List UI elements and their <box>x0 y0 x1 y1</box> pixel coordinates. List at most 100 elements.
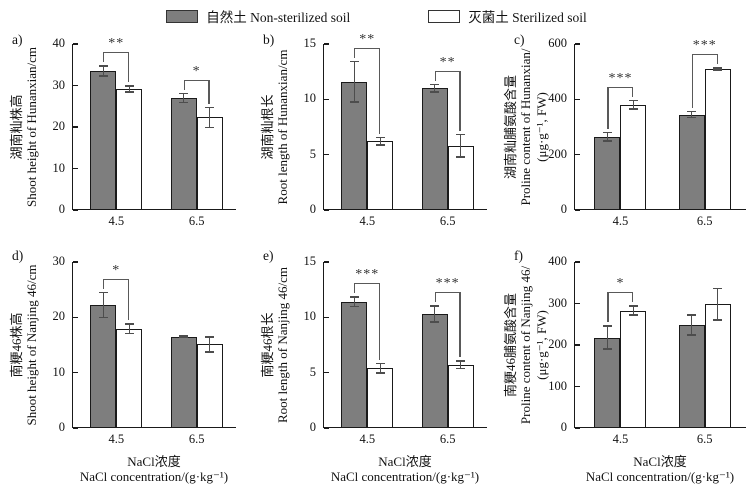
error-bar-non-sterilized <box>182 92 185 104</box>
bar-non-sterilized <box>594 136 621 210</box>
y-tick <box>575 344 580 346</box>
bar-sterilized <box>196 344 223 428</box>
bar-non-sterilized <box>678 114 705 210</box>
error-bar-non-sterilized-cap <box>687 334 697 336</box>
y-axis-title-line: Proline content of Nanjing 46/ <box>518 265 534 425</box>
legend-label-non-sterilized: 自然土 Non-sterilized soil <box>206 10 351 25</box>
y-tick-label: 20 <box>52 119 66 133</box>
bar-sterilized <box>116 88 143 210</box>
y-tick <box>73 261 78 263</box>
y-tick-label: 400 <box>548 91 567 106</box>
y-tick <box>324 316 329 318</box>
error-bar-non-sterilized-cap <box>349 305 359 308</box>
y-tick <box>324 154 329 156</box>
error-bar-non-sterilized-cap <box>430 321 440 323</box>
plot-axes <box>323 44 487 210</box>
error-bar-non-sterilized-cap <box>687 110 697 113</box>
error-bar-non-sterilized-cap <box>687 116 697 119</box>
y-tick-label: 0 <box>309 420 316 434</box>
significance-label: * <box>616 276 625 292</box>
bar-sterilized <box>367 368 394 428</box>
error-bar-sterilized <box>208 106 211 129</box>
error-bar-non-sterilized-cap <box>179 101 189 104</box>
error-bar-sterilized-cap <box>205 106 215 109</box>
y-axis-title-line: 湖南籼株高 <box>8 94 24 160</box>
y-tick-label: 30 <box>52 77 66 92</box>
significance-label: *** <box>435 276 460 292</box>
panel-c: c) 湖南籼脯氨酸含量 Proline content of Hunanxian/(… <box>502 28 753 230</box>
y-tick <box>324 43 329 45</box>
error-bar-non-sterilized <box>433 83 436 93</box>
error-bar-sterilized-cap <box>124 323 134 325</box>
bar-non-sterilized <box>90 70 117 210</box>
y-tick <box>73 84 78 87</box>
y-tick <box>73 316 78 318</box>
y-tick <box>575 261 580 263</box>
x-axis-title-en: NaCl concentration/(g·kg⁻¹) <box>330 469 480 484</box>
y-axis-title-line: 湖南籼脯氨酸含量 <box>503 75 518 180</box>
y-tick-label: 10 <box>52 160 66 175</box>
error-bar-sterilized <box>632 99 635 110</box>
bar-sterilized <box>367 141 394 210</box>
sig-bracket <box>103 52 130 54</box>
bar-sterilized <box>704 304 731 428</box>
panel-d: d) 南粳46株高 Shoot height of Nanjing 46/cm 0 10… <box>0 230 251 488</box>
y-tick-label: 10 <box>52 364 66 379</box>
error-bar-non-sterilized-cap <box>687 314 697 316</box>
error-bar-sterilized <box>208 336 211 353</box>
sig-bracket <box>434 70 461 73</box>
x-tick-label: 6.5 <box>696 214 713 228</box>
panel-a: a) 湖南籼株高 Shoot height of Hunanxian/cm 0 10 20… <box>0 28 251 230</box>
y-tick <box>73 167 78 170</box>
y-tick-label: 200 <box>548 337 567 351</box>
bar-non-sterilized <box>170 336 197 428</box>
y-tick-label: 600 <box>548 36 567 50</box>
significance-label: * <box>192 63 201 79</box>
error-bar-sterilized <box>379 136 382 146</box>
panel-label-b: b) <box>263 32 275 47</box>
error-bar-sterilized-cap <box>456 367 466 370</box>
sig-bracket <box>103 278 105 289</box>
error-bar-sterilized-cap <box>375 144 385 146</box>
y-tick <box>575 209 580 211</box>
error-bar-sterilized-cap <box>628 108 638 110</box>
sig-bracket <box>354 283 381 285</box>
error-bar-sterilized <box>128 323 131 335</box>
y-tick-label: 30 <box>52 254 66 268</box>
x-axis-title-en: NaCl concentration/(g·kg⁻¹) <box>79 469 229 484</box>
error-bar-sterilized-cap <box>456 156 466 158</box>
error-bar-non-sterilized-cap <box>179 92 189 95</box>
sig-bracket <box>103 52 105 63</box>
panel-e: e) 南粳46根长 Root length of Nanjing 46/cm 0 5 10… <box>251 230 502 488</box>
y-tick <box>575 302 580 305</box>
legend: 自然土 Non-sterilized soil 灭菌土 Sterilized s… <box>0 6 753 26</box>
error-bar-non-sterilized-cap <box>430 83 440 86</box>
y-tick-label: 400 <box>548 254 567 268</box>
error-bar-sterilized-cap <box>628 99 638 102</box>
error-bar-sterilized-cap <box>205 336 215 338</box>
non-sterilized-swatch-icon <box>166 9 199 23</box>
significance-label: ** <box>439 54 456 70</box>
error-bar-sterilized <box>716 287 719 321</box>
y-tick-label: 40 <box>52 36 66 50</box>
y-tick-label: 10 <box>303 91 317 106</box>
x-tick-label: 4.5 <box>612 214 629 228</box>
panel-label-c: c) <box>514 32 525 47</box>
error-bar-sterilized-cap <box>375 372 385 374</box>
error-bar-non-sterilized-cap <box>602 348 612 350</box>
bar-sterilized <box>196 117 223 210</box>
sig-bracket <box>103 278 130 281</box>
error-bar-non-sterilized <box>690 314 693 336</box>
plot-axes <box>323 262 487 428</box>
bar-non-sterilized <box>678 325 705 428</box>
y-axis-title: 湖南籼根长 Root length of Hunanxian/cm <box>251 22 299 232</box>
error-bar-non-sterilized <box>353 296 356 308</box>
x-axis-title-zh: NaCl浓度 <box>127 454 181 469</box>
x-tick-label: 4.5 <box>612 432 629 446</box>
plot-axes <box>72 262 236 428</box>
x-tick-label: 6.5 <box>696 432 713 446</box>
error-bar-sterilized-cap <box>713 67 723 69</box>
y-tick-label: 0 <box>560 202 567 216</box>
error-bar-sterilized-cap <box>124 85 134 87</box>
